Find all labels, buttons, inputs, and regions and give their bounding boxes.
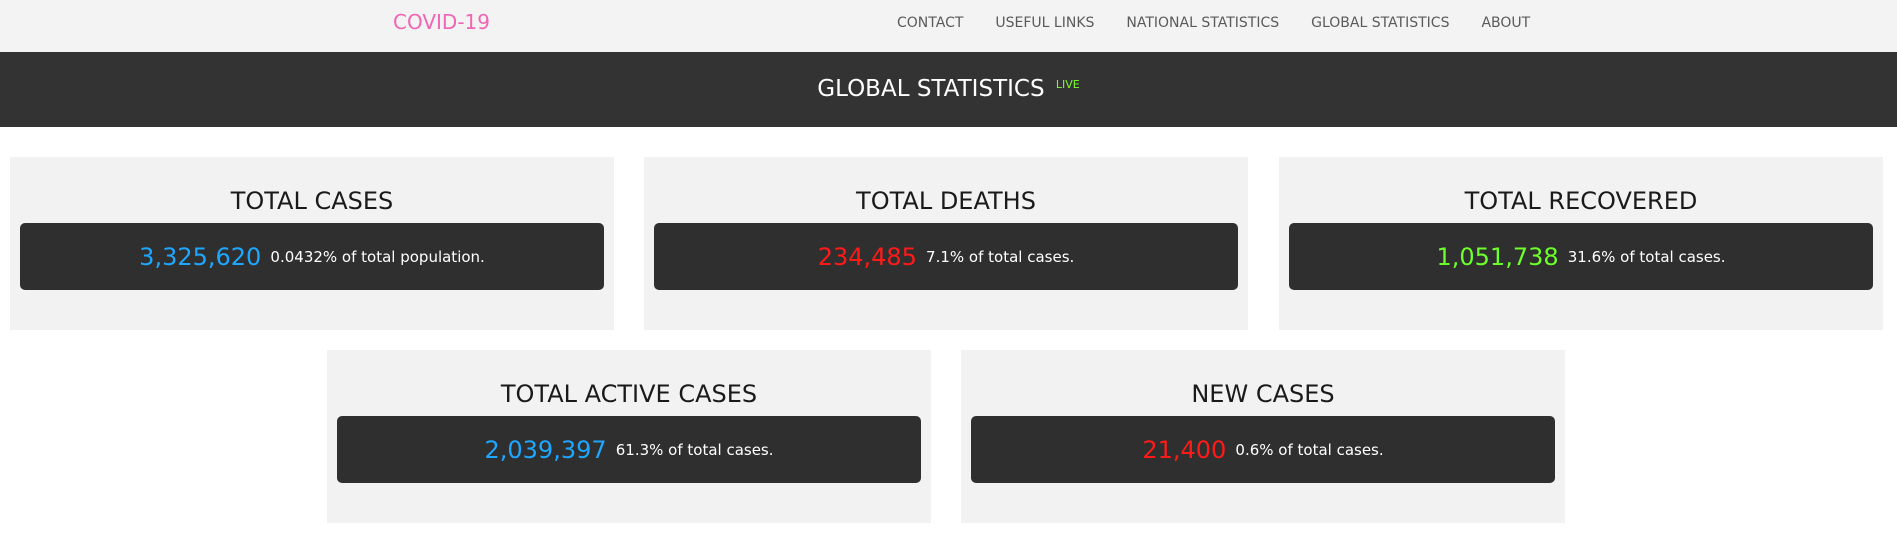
card-title: NEW CASES (1191, 380, 1335, 408)
nav-useful-links[interactable]: USEFUL LINKS (995, 15, 1095, 31)
total-recovered-card: TOTAL RECOVERED 1,051,738 31.6% of total… (1279, 157, 1883, 330)
page-banner: GLOBAL STATISTICS LIVE (0, 52, 1897, 127)
new-cases-card: NEW CASES 21,400 0.6% of total cases. (961, 350, 1565, 523)
nav-links: CONTACT USEFUL LINKS NATIONAL STATISTICS… (897, 15, 1530, 31)
nav-national-statistics[interactable]: NATIONAL STATISTICS (1126, 15, 1280, 31)
new-cases-value: 21,400 (1142, 436, 1227, 464)
total-recovered-value: 1,051,738 (1436, 243, 1559, 271)
card-panel: 2,039,397 61.3% of total cases. (337, 416, 921, 483)
total-cases-note: 0.0432% of total population. (270, 248, 485, 266)
brand-logo[interactable]: COVID-19 (393, 10, 491, 34)
total-recovered-note: 31.6% of total cases. (1567, 248, 1726, 266)
page-title-wrap: GLOBAL STATISTICS LIVE (817, 76, 1079, 102)
card-panel: 234,485 7.1% of total cases. (654, 223, 1238, 290)
card-panel: 21,400 0.6% of total cases. (971, 416, 1555, 483)
card-title: TOTAL RECOVERED (1464, 187, 1698, 215)
nav-global-statistics[interactable]: GLOBAL STATISTICS (1311, 15, 1450, 31)
total-active-cases-value: 2,039,397 (484, 436, 607, 464)
total-active-cases-note: 61.3% of total cases. (615, 441, 774, 459)
page-title: GLOBAL STATISTICS (817, 76, 1045, 102)
total-cases-value: 3,325,620 (139, 243, 262, 271)
nav-about[interactable]: ABOUT (1481, 15, 1531, 31)
top-navbar: COVID-19 CONTACT USEFUL LINKS NATIONAL S… (0, 0, 1897, 52)
nav-contact[interactable]: CONTACT (897, 15, 964, 31)
live-badge: LIVE (1055, 78, 1080, 91)
total-cases-card: TOTAL CASES 3,325,620 0.0432% of total p… (10, 157, 614, 330)
new-cases-note: 0.6% of total cases. (1235, 441, 1384, 459)
total-deaths-note: 7.1% of total cases. (926, 248, 1075, 266)
card-panel: 3,325,620 0.0432% of total population. (20, 223, 604, 290)
total-deaths-value: 234,485 (817, 243, 917, 271)
total-deaths-card: TOTAL DEATHS 234,485 7.1% of total cases… (644, 157, 1248, 330)
card-title: TOTAL CASES (230, 187, 394, 215)
card-title: TOTAL ACTIVE CASES (500, 380, 758, 408)
card-panel: 1,051,738 31.6% of total cases. (1289, 223, 1873, 290)
total-active-cases-card: TOTAL ACTIVE CASES 2,039,397 61.3% of to… (327, 350, 931, 523)
card-title: TOTAL DEATHS (856, 187, 1036, 215)
